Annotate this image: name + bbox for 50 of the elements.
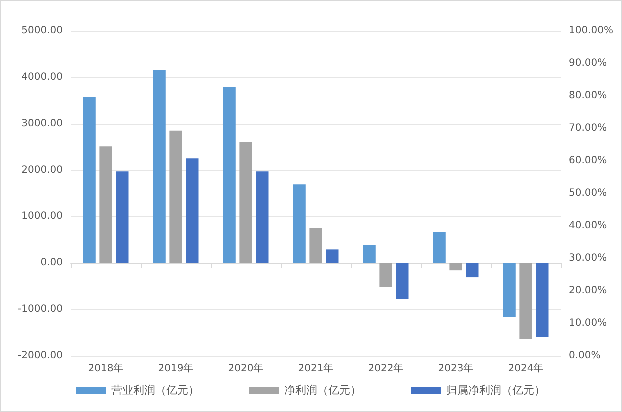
y-tick-label: 1000.00 [22,211,63,222]
y2-tick-label: 100.00% [569,26,614,36]
legend-label: 归属净利润（亿元） [446,384,546,397]
bar [450,263,462,271]
bar [100,146,112,264]
x-tick-label: 2023年 [438,362,474,374]
y2-tick-label: 40.00% [569,220,608,232]
bar [503,263,516,317]
bar [116,172,129,264]
y2-tick-label: 90.00% [569,58,608,69]
bar [326,250,339,264]
x-tick-label: 2018年 [88,362,124,374]
bar [396,263,409,300]
bar [256,172,269,264]
y-tick-label: -2000.00 [18,350,63,362]
y2-tick-label: 20.00% [569,286,608,296]
bar [310,228,322,264]
x-tick-label: 2020年 [228,362,264,374]
bar [380,263,392,288]
y2-tick-label: 10.00% [569,318,608,329]
y2-tick-label: 70.00% [569,123,608,134]
bar [293,184,306,264]
y-tick-label: 5000.00 [22,26,63,36]
x-tick-label: 2024年 [508,362,544,374]
bar [153,70,166,264]
y-tick-label: 0.00 [40,258,63,269]
y2-tick-label: 60.00% [569,156,608,166]
bar [520,263,532,340]
bar [186,158,199,264]
x-tick-label: 2021年 [298,362,334,374]
legend-label: 营业利润（亿元） [112,384,200,397]
y-tick-label: -1000.00 [18,304,63,316]
bar [433,232,446,264]
bar [223,87,236,264]
bar [170,130,182,264]
y-tick-label: 2000.00 [22,164,63,176]
bar [363,246,376,264]
bar [83,97,96,264]
x-tick-label: 2022年 [368,362,404,374]
x-tick-label: 2019年 [158,362,194,374]
y2-tick-label: 0.00% [569,350,601,362]
bar [240,142,252,264]
y2-tick-label: 50.00% [569,188,608,199]
y-tick-label: 4000.00 [22,72,63,83]
bar [536,263,549,337]
bar [466,263,479,278]
legend-label: 净利润（亿元） [284,384,362,397]
y2-tick-label: 30.00% [569,253,608,264]
y2-tick-label: 80.00% [569,90,608,102]
y-tick-label: 3000.00 [22,118,63,130]
